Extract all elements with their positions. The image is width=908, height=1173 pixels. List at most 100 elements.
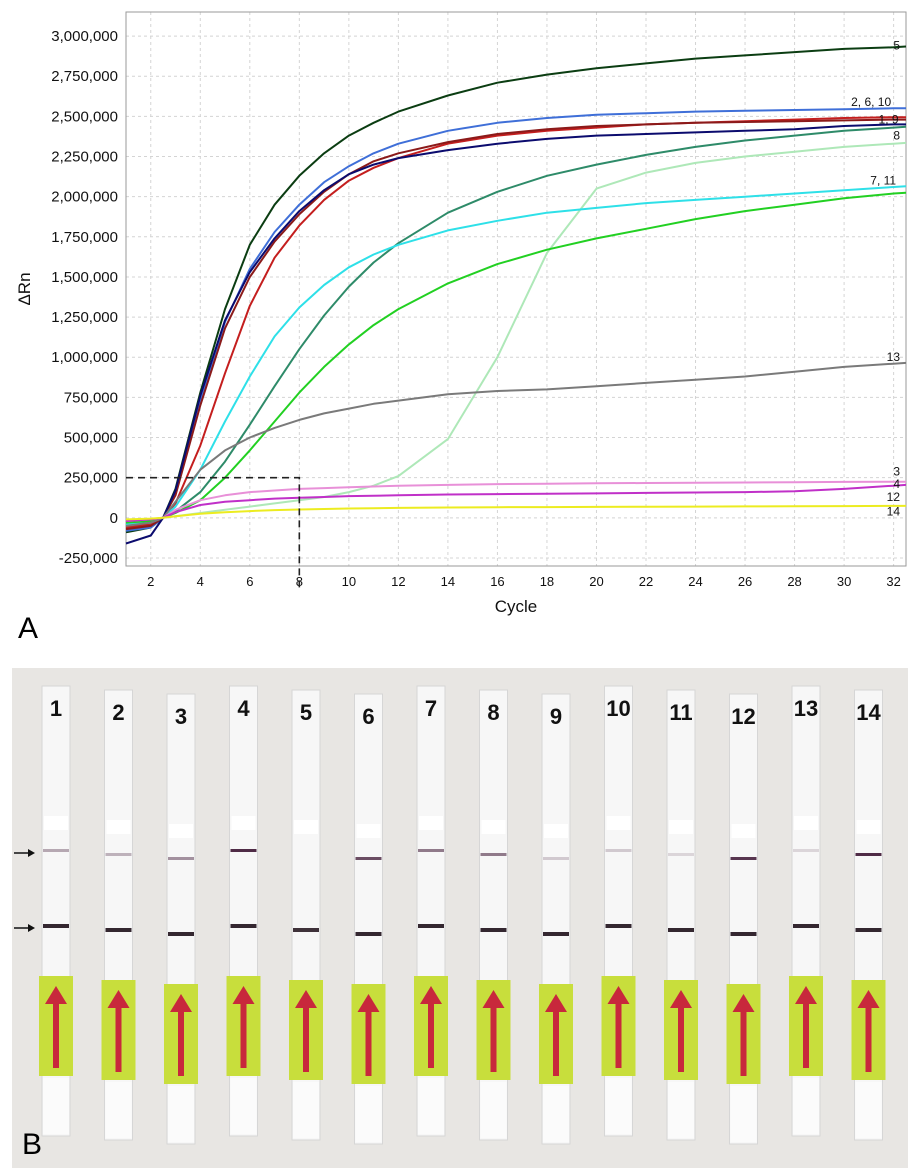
y-axis-label: ΔRn [15,272,34,305]
strip-6: 6 [351,693,386,1145]
test-line [855,853,882,856]
test-line-arrow [14,849,35,857]
y-tick-label: 1,250,000 [51,309,118,326]
strip-13: 13 [789,685,823,1137]
strip-wick [855,1082,882,1138]
strip-wick [543,1086,569,1142]
y-tick-label: 2,500,000 [51,108,118,125]
x-tick-label: 22 [639,574,653,589]
strip-number: 12 [731,704,755,729]
strip-glare [606,816,631,830]
strip-glare [856,820,881,834]
y-tick-label: 250,000 [64,470,118,487]
control-line [793,924,819,928]
control-line-arrow [14,924,35,932]
x-tick-label: 16 [490,574,504,589]
strip-glare [544,824,568,838]
pad-arrow-head [45,986,67,1004]
x-tick-label: 2 [147,574,154,589]
pad-arrow-shaft [803,1002,809,1068]
series-line-4 [125,118,906,531]
pad-arrow-head [420,986,442,1004]
pad-arrow-shaft [365,1010,372,1076]
curve-label: 12 [887,490,901,504]
strip-glare [294,820,318,834]
series-line-6 [125,125,907,524]
pad-arrow-head [170,994,192,1012]
strip-number: 2 [112,700,124,725]
pad-arrow-head [795,986,817,1004]
strip-wick [793,1078,819,1134]
pad-arrow-shaft [740,1010,747,1076]
strip-number: 11 [669,700,692,725]
test-line [230,849,257,852]
x-axis-label: Cycle [495,597,538,616]
strip-11: 11 [664,689,698,1141]
strip-number: 6 [362,704,374,729]
control-line [43,924,69,928]
pad-arrow-head [295,990,317,1008]
strip-14: 14 [851,689,886,1141]
strip-number: 7 [425,696,437,721]
pad-arrow-head [857,990,880,1008]
strip-wick [43,1078,69,1134]
strip-number: 14 [856,700,881,725]
control-line [480,928,507,932]
amplification-chart: -250,000 0 250,000 500,000 750,000 1,000,000 1… [15,11,907,616]
test-line [168,857,194,860]
strip-number: 1 [50,696,62,721]
strip-number: 13 [794,696,818,721]
pad-arrow-shaft [303,1006,309,1072]
pad-arrow-head [357,994,380,1012]
control-line [168,932,194,936]
strip-glare [356,824,381,838]
curve-label: 5 [893,39,900,53]
pad-arrow-shaft [428,1002,434,1068]
curve-label: 2, 6, 10 [851,95,891,109]
x-tick-label: 12 [391,574,405,589]
strip-wick [230,1078,257,1134]
strip-glare [169,824,193,838]
arrow-head [28,849,35,857]
y-tick-label: 2,250,000 [51,149,118,166]
test-line [43,849,69,852]
strip-glare [231,816,256,830]
strip-wick [418,1078,444,1134]
strip-number: 8 [487,700,499,725]
test-line [355,857,382,860]
pad-arrow-shaft [178,1010,184,1076]
curve-label: 3 [893,464,900,478]
pad-arrow-head [670,990,692,1008]
control-line [105,928,132,932]
control-line [730,932,757,936]
series-lines [125,45,907,545]
strip-glare [481,820,506,834]
series-line-11 [125,480,906,522]
strip-8: 8 [476,689,511,1141]
control-line [543,932,569,936]
control-line [855,928,882,932]
panel-b-label: B [22,1128,43,1161]
y-tick-label: 1,500,000 [51,269,118,286]
y-tick-label: 0 [110,510,118,527]
x-tick-label: 26 [738,574,752,589]
photo-background [12,668,908,1168]
y-tick-label: 3,000,000 [51,28,118,45]
pad-arrow-head [545,994,567,1012]
strip-number: 9 [550,704,562,729]
curve-label: 1, 9 [879,113,899,127]
series-line-13 [125,504,906,521]
control-line [230,924,257,928]
strip-wick [168,1086,194,1142]
x-tick-label: 10 [342,574,356,589]
series-line-3 [125,116,906,529]
strip-number: 3 [175,704,187,729]
y-tick-label: 1,750,000 [51,229,118,246]
x-tick-label: 32 [886,574,900,589]
y-tick-label: 750,000 [64,389,118,406]
series-line-12 [125,483,907,522]
x-tick-label: 6 [246,574,253,589]
strip-number: 5 [300,700,312,725]
strip-wick [668,1082,694,1138]
lateral-flow-strips-photo: 1 2 3 4 5 6 7 8 9 10 11 12 13 14 [12,668,908,1168]
